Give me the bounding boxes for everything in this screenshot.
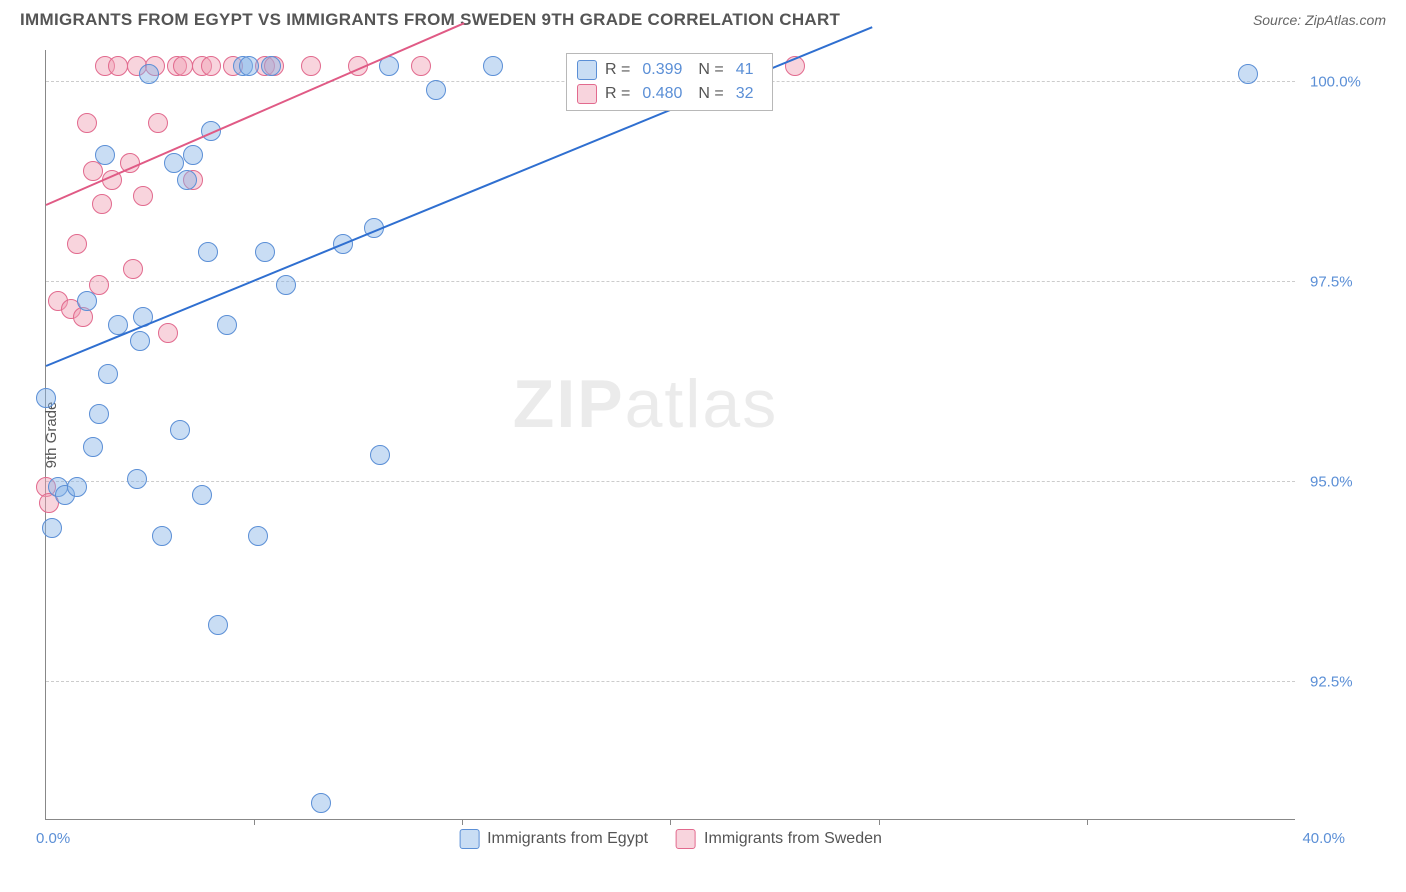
source-value: ZipAtlas.com bbox=[1305, 12, 1386, 28]
y-tick-label: 95.0% bbox=[1310, 473, 1390, 490]
swatch-egypt bbox=[577, 60, 597, 80]
scatter-point-egypt bbox=[77, 291, 97, 311]
scatter-point-egypt bbox=[192, 485, 212, 505]
swatch-sweden bbox=[577, 84, 597, 104]
x-tick bbox=[254, 819, 255, 825]
y-axis-label: 9th Grade bbox=[43, 401, 60, 468]
scatter-point-egypt bbox=[139, 64, 159, 84]
scatter-point-egypt bbox=[1238, 64, 1258, 84]
scatter-point-sweden bbox=[77, 113, 97, 133]
series-legend: Immigrants from Egypt Immigrants from Sw… bbox=[459, 829, 882, 849]
scatter-point-egypt bbox=[127, 469, 147, 489]
scatter-point-sweden bbox=[123, 259, 143, 279]
watermark-bold: ZIP bbox=[513, 366, 625, 442]
scatter-point-egypt bbox=[483, 56, 503, 76]
scatter-point-egypt bbox=[83, 437, 103, 457]
stat-n-value: 41 bbox=[736, 61, 754, 79]
x-tick bbox=[670, 819, 671, 825]
grid-line: 97.5% bbox=[46, 281, 1295, 282]
legend-item-sweden: Immigrants from Sweden bbox=[676, 829, 882, 849]
stats-legend-box: R = 0.399 N = 41 R = 0.480 N = 32 bbox=[566, 53, 773, 111]
scatter-point-egypt bbox=[98, 364, 118, 384]
scatter-point-egypt bbox=[36, 388, 56, 408]
scatter-point-sweden bbox=[301, 56, 321, 76]
chart-plot-area: 9th Grade 100.0%97.5%95.0%92.5% ZIPatlas… bbox=[45, 50, 1295, 820]
x-tick bbox=[462, 819, 463, 825]
scatter-point-egypt bbox=[95, 145, 115, 165]
legend-item-egypt: Immigrants from Egypt bbox=[459, 829, 648, 849]
scatter-point-egypt bbox=[130, 331, 150, 351]
swatch-egypt bbox=[459, 829, 479, 849]
y-tick-label: 97.5% bbox=[1310, 273, 1390, 290]
scatter-point-egypt bbox=[311, 793, 331, 813]
scatter-point-egypt bbox=[208, 615, 228, 635]
x-tick bbox=[879, 819, 880, 825]
scatter-point-egypt bbox=[170, 420, 190, 440]
grid-line: 92.5% bbox=[46, 681, 1295, 682]
scatter-point-sweden bbox=[67, 234, 87, 254]
stat-r-value: 0.399 bbox=[642, 61, 682, 79]
scatter-point-egypt bbox=[198, 242, 218, 262]
scatter-point-egypt bbox=[152, 526, 172, 546]
stat-n-value: 32 bbox=[736, 85, 754, 103]
scatter-point-sweden bbox=[201, 56, 221, 76]
scatter-point-sweden bbox=[83, 161, 103, 181]
scatter-point-egypt bbox=[217, 315, 237, 335]
scatter-point-sweden bbox=[411, 56, 431, 76]
source-label: Source: bbox=[1253, 12, 1305, 28]
scatter-point-egypt bbox=[276, 275, 296, 295]
legend-label: Immigrants from Sweden bbox=[704, 830, 882, 848]
source-attribution: Source: ZipAtlas.com bbox=[1253, 12, 1386, 28]
y-tick-label: 92.5% bbox=[1310, 673, 1390, 690]
legend-label: Immigrants from Egypt bbox=[487, 830, 648, 848]
trend-line-sweden bbox=[46, 22, 465, 206]
stat-r-label: R = bbox=[605, 85, 630, 103]
grid-line: 95.0% bbox=[46, 481, 1295, 482]
stat-r-value: 0.480 bbox=[642, 85, 682, 103]
watermark: ZIPatlas bbox=[513, 365, 778, 443]
stats-row-egypt: R = 0.399 N = 41 bbox=[577, 58, 762, 82]
chart-title: IMMIGRANTS FROM EGYPT VS IMMIGRANTS FROM… bbox=[20, 10, 840, 30]
stat-n-label: N = bbox=[698, 85, 723, 103]
y-tick-label: 100.0% bbox=[1310, 73, 1390, 90]
scatter-point-egypt bbox=[255, 242, 275, 262]
scatter-point-egypt bbox=[248, 526, 268, 546]
x-max-label: 40.0% bbox=[1302, 830, 1345, 847]
scatter-point-sweden bbox=[133, 186, 153, 206]
stats-row-sweden: R = 0.480 N = 32 bbox=[577, 82, 762, 106]
scatter-point-egypt bbox=[183, 145, 203, 165]
scatter-point-egypt bbox=[370, 445, 390, 465]
scatter-point-egypt bbox=[67, 477, 87, 497]
stat-n-label: N = bbox=[698, 61, 723, 79]
scatter-point-egypt bbox=[239, 56, 259, 76]
scatter-point-sweden bbox=[158, 323, 178, 343]
swatch-sweden bbox=[676, 829, 696, 849]
x-min-label: 0.0% bbox=[36, 830, 70, 847]
chart-header: IMMIGRANTS FROM EGYPT VS IMMIGRANTS FROM… bbox=[0, 0, 1406, 38]
scatter-point-egypt bbox=[261, 56, 281, 76]
scatter-point-egypt bbox=[42, 518, 62, 538]
x-tick bbox=[1087, 819, 1088, 825]
scatter-point-egypt bbox=[426, 80, 446, 100]
scatter-point-egypt bbox=[177, 170, 197, 190]
scatter-point-sweden bbox=[108, 56, 128, 76]
scatter-point-sweden bbox=[148, 113, 168, 133]
scatter-point-sweden bbox=[173, 56, 193, 76]
scatter-point-sweden bbox=[92, 194, 112, 214]
stat-r-label: R = bbox=[605, 61, 630, 79]
watermark-light: atlas bbox=[625, 366, 779, 442]
scatter-point-egypt bbox=[89, 404, 109, 424]
